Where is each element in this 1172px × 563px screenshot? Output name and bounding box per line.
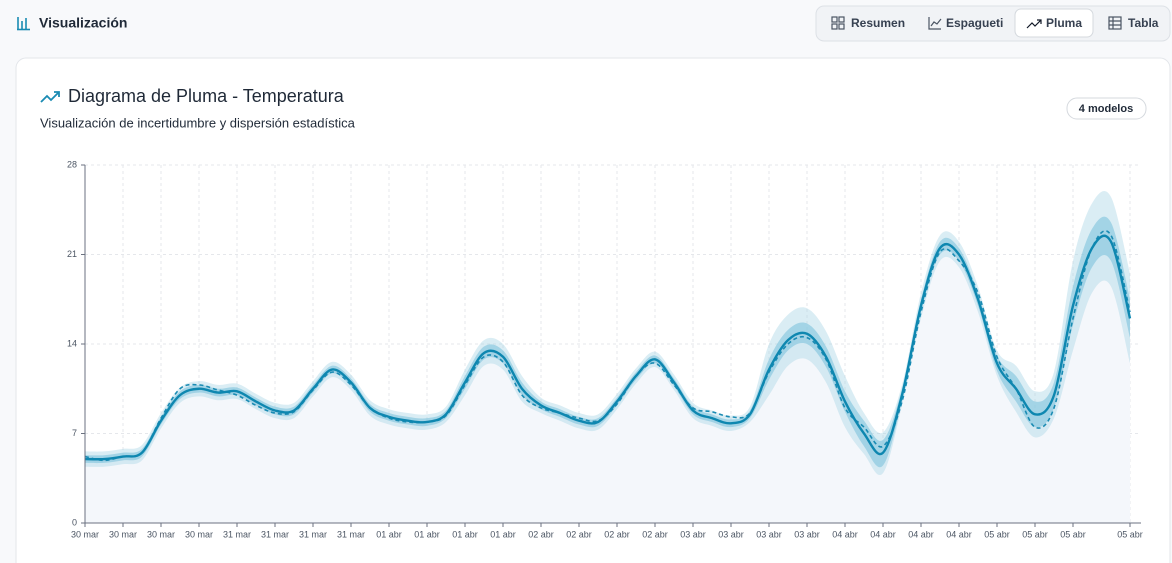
x-tick-label: 30 mar: [185, 529, 213, 539]
x-tick-label: 01 abr: [376, 529, 402, 539]
x-tick-label: 30 mar: [147, 529, 175, 539]
uncertainty-band: [85, 191, 1130, 476]
y-tick-label: 7: [72, 428, 77, 438]
x-tick-label: 04 abr: [870, 529, 896, 539]
y-tick-label: 14: [67, 338, 77, 348]
x-tick-label: 31 mar: [299, 529, 327, 539]
uncertainty-band: [85, 216, 1130, 468]
x-tick-label: 02 abr: [642, 529, 668, 539]
header-icon: [17, 17, 30, 31]
badge-text: 4 modelos: [1079, 103, 1133, 115]
x-tick-label: 30 mar: [71, 529, 99, 539]
y-tick-label: 0: [72, 517, 77, 527]
tab[interactable]: Tabla: [1128, 16, 1159, 30]
x-tick-label: 31 mar: [261, 529, 289, 539]
x-tick-label: 05 abr: [1022, 529, 1048, 539]
card-title: Diagrama de Pluma - Temperatura: [68, 86, 345, 106]
series-line: [84, 230, 1131, 462]
x-tick-label: 04 abr: [832, 529, 858, 539]
series-line: [84, 234, 1132, 461]
card-subtitle: Visualización de incertidumbre y dispers…: [40, 115, 356, 130]
x-tick-label: 01 abr: [490, 529, 516, 539]
tab[interactable]: Resumen: [851, 16, 905, 30]
x-tick-label: 31 mar: [337, 529, 365, 539]
x-tick-label: 05 abr: [1117, 529, 1143, 539]
x-tick-label: 03 abr: [794, 529, 820, 539]
x-tick-label: 05 abr: [984, 529, 1010, 539]
x-tick-label: 04 abr: [946, 529, 972, 539]
x-tick-label: 02 abr: [566, 529, 592, 539]
header-title: Visualización: [39, 15, 127, 31]
card-icon: [40, 91, 60, 103]
x-tick-label: 31 mar: [223, 529, 251, 539]
x-tick-label: 01 abr: [414, 529, 440, 539]
x-tick-label: 30 mar: [109, 529, 137, 539]
x-tick-label: 01 abr: [452, 529, 478, 539]
x-tick-label: 05 abr: [1060, 529, 1086, 539]
y-tick-label: 28: [67, 159, 77, 169]
y-tick-label: 21: [67, 249, 77, 259]
active-tab-bg: [1014, 8, 1094, 38]
x-tick-label: 03 abr: [756, 529, 782, 539]
plot: 0 7 14 21 28 30 mar 30 mar 30 mar 30 mar 31 mar 31…: [67, 159, 1143, 539]
x-tick-label: 02 abr: [528, 529, 554, 539]
x-tick-label: 03 abr: [680, 529, 706, 539]
tab-active[interactable]: Pluma: [1046, 16, 1082, 30]
x-tick-label: 04 abr: [908, 529, 934, 539]
x-tick-label: 02 abr: [604, 529, 630, 539]
badge: [1066, 97, 1147, 120]
tab-icons: [831, 16, 1122, 30]
x-tick-label: 03 abr: [718, 529, 744, 539]
tab[interactable]: Espagueti: [946, 16, 1003, 30]
